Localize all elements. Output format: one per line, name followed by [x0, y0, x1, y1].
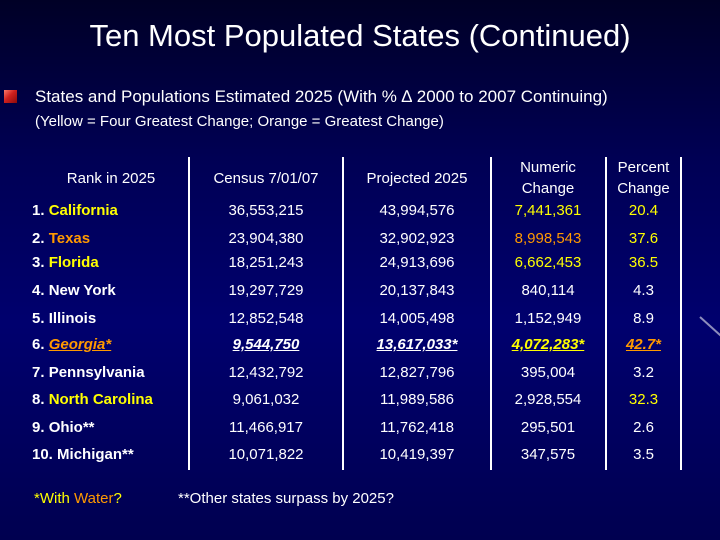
census-cell: 12,432,792: [228, 364, 304, 381]
column-separator: [188, 157, 190, 470]
column-separator: [605, 157, 607, 470]
table-row-rank: 3. Florida: [32, 254, 99, 271]
state-name: Illinois: [48, 310, 97, 327]
table-row-rank: 5. Illinois: [32, 310, 96, 327]
percent-change-cell: 8.9: [633, 310, 654, 327]
table-row-rank: 1. California: [32, 202, 118, 219]
numeric-change-cell: 4,072,283*: [511, 336, 585, 353]
census-cell: 9,544,750: [232, 336, 300, 353]
percent-change-cell: 42.7*: [625, 336, 662, 353]
projected-cell: 11,762,418: [380, 419, 454, 436]
numeric-change-cell: 347,575: [520, 446, 576, 463]
header-numeric-line2: Change: [521, 180, 575, 197]
slide-title: Ten Most Populated States (Continued): [89, 18, 631, 53]
table-row-rank: 2. Texas: [32, 230, 90, 247]
numeric-change-cell: 1,152,949: [514, 310, 582, 327]
rank-number: 8.: [32, 391, 45, 408]
census-cell: 18,251,243: [228, 254, 304, 271]
state-name: Georgia*: [48, 336, 112, 353]
rank-number: 1.: [32, 202, 45, 219]
percent-change-cell: 2.6: [633, 419, 654, 436]
state-name: Pennsylvania: [48, 364, 145, 381]
rank-number: 10.: [32, 446, 53, 463]
table-row-rank: 9. Ohio**: [32, 419, 95, 436]
percent-change-cell: 37.6: [628, 230, 659, 247]
census-cell: 10,071,822: [228, 446, 304, 463]
header-percent-line2: Change: [617, 180, 670, 197]
header-projected: Projected 2025: [366, 170, 468, 187]
decorative-line: [699, 316, 720, 345]
projected-cell: 14,005,498: [379, 310, 455, 327]
projected-cell: 32,902,923: [379, 230, 455, 247]
table-row-rank: 8. North Carolina: [32, 391, 153, 408]
numeric-change-cell: 8,998,543: [514, 230, 582, 247]
census-cell: 12,852,548: [228, 310, 304, 327]
table-row-rank: 6. Georgia*: [32, 336, 111, 353]
rank-number: 5.: [32, 310, 45, 327]
header-percent-line1: Percent: [617, 159, 670, 176]
numeric-change-cell: 395,004: [520, 364, 576, 381]
table-row-rank: 10. Michigan**: [32, 446, 134, 463]
census-cell: 9,061,032: [232, 391, 300, 408]
projected-cell: 24,913,696: [379, 254, 455, 271]
table-row-rank: 4. New York: [32, 282, 116, 299]
header-census: Census 7/01/07: [213, 170, 319, 187]
numeric-change-cell: 2,928,554: [514, 391, 582, 408]
census-cell: 23,904,380: [228, 230, 304, 247]
rank-number: 4.: [32, 282, 45, 299]
numeric-change-cell: 6,662,453: [514, 254, 582, 271]
census-cell: 36,553,215: [228, 202, 304, 219]
rank-number: 9.: [32, 419, 45, 436]
numeric-change-cell: 7,441,361: [514, 202, 582, 219]
percent-change-cell: 20.4: [628, 202, 659, 219]
rank-number: 2.: [32, 230, 45, 247]
state-name: Ohio**: [48, 419, 95, 436]
state-name: California: [48, 202, 118, 219]
header-rank: Rank in 2025: [66, 170, 156, 187]
percent-change-cell: 36.5: [628, 254, 659, 271]
bullet-square-icon: [4, 90, 17, 103]
state-name: New York: [48, 282, 116, 299]
numeric-change-cell: 295,501: [520, 419, 576, 436]
projected-cell: 20,137,843: [379, 282, 455, 299]
projected-cell: 13,617,033*: [376, 336, 458, 353]
census-cell: 11,466,917: [229, 419, 303, 436]
column-separator: [680, 157, 682, 470]
state-name: North Carolina: [48, 391, 153, 408]
state-name: Florida: [48, 254, 99, 271]
rank-number: 6.: [32, 336, 45, 353]
percent-change-cell: 3.2: [633, 364, 654, 381]
table-row-rank: 7. Pennsylvania: [32, 364, 145, 381]
projected-cell: 10,419,397: [379, 446, 455, 463]
footnote-with-water-suffix: ?: [113, 490, 122, 507]
footnote-other-states: **Other states surpass by 2025?: [178, 490, 394, 507]
rank-number: 7.: [32, 364, 45, 381]
percent-change-cell: 3.5: [633, 446, 654, 463]
census-cell: 19,297,729: [228, 282, 304, 299]
projected-cell: 43,994,576: [379, 202, 455, 219]
state-name: Michigan**: [57, 446, 134, 463]
header-numeric-line1: Numeric: [520, 159, 576, 176]
state-name: Texas: [48, 230, 91, 247]
percent-change-cell: 32.3: [628, 391, 659, 408]
percent-change-cell: 4.3: [633, 282, 654, 299]
column-separator: [490, 157, 492, 470]
projected-cell: 11,989,586: [380, 391, 454, 408]
color-legend-note: (Yellow = Four Greatest Change; Orange =…: [35, 113, 444, 130]
footnote-with-water-prefix: *With: [34, 490, 75, 507]
projected-cell: 12,827,796: [379, 364, 455, 381]
footnote-water-word: Water: [74, 490, 114, 507]
subtitle: States and Populations Estimated 2025 (W…: [35, 87, 608, 106]
rank-number: 3.: [32, 254, 45, 271]
footnote-with-water: *With Water?: [34, 490, 122, 507]
numeric-change-cell: 840,114: [521, 282, 575, 299]
column-separator: [342, 157, 344, 470]
